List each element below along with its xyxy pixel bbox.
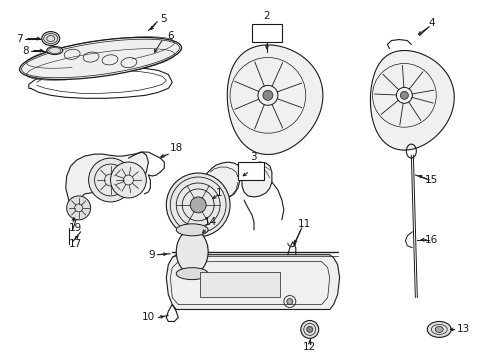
Text: 1: 1 (215, 188, 222, 198)
Text: 16: 16 (424, 235, 437, 245)
Ellipse shape (166, 173, 229, 237)
Polygon shape (203, 162, 240, 200)
Text: 15: 15 (424, 175, 437, 185)
Text: 18: 18 (169, 143, 183, 153)
Ellipse shape (400, 91, 407, 99)
Ellipse shape (300, 320, 318, 338)
Text: 14: 14 (203, 217, 216, 227)
Ellipse shape (41, 32, 60, 45)
Ellipse shape (306, 327, 312, 332)
Ellipse shape (190, 197, 206, 213)
Ellipse shape (47, 46, 62, 54)
Text: 7: 7 (16, 33, 23, 44)
Text: 6: 6 (166, 31, 173, 41)
Text: 2: 2 (263, 11, 270, 21)
Ellipse shape (110, 162, 146, 198)
Ellipse shape (427, 321, 450, 337)
Polygon shape (166, 255, 339, 310)
Ellipse shape (66, 196, 90, 220)
Ellipse shape (176, 224, 208, 236)
Text: 10: 10 (142, 312, 155, 323)
Polygon shape (242, 162, 271, 197)
Ellipse shape (20, 37, 181, 80)
Text: 5: 5 (160, 14, 166, 24)
Text: 13: 13 (456, 324, 469, 334)
Text: 12: 12 (303, 342, 316, 352)
Text: 4: 4 (427, 18, 434, 28)
Polygon shape (227, 45, 322, 154)
Polygon shape (370, 50, 453, 150)
Polygon shape (65, 152, 148, 210)
Ellipse shape (176, 230, 208, 274)
Bar (251, 24, 281, 41)
Ellipse shape (176, 268, 208, 280)
Bar (200, 272, 279, 297)
Ellipse shape (434, 327, 442, 332)
Text: 19: 19 (68, 223, 82, 233)
Text: 9: 9 (148, 250, 155, 260)
Ellipse shape (263, 90, 272, 100)
Text: 17: 17 (68, 239, 82, 249)
Ellipse shape (286, 298, 292, 305)
Text: 11: 11 (298, 219, 311, 229)
Bar (238, 162, 264, 180)
Text: 8: 8 (22, 45, 29, 55)
Text: 3: 3 (250, 152, 257, 162)
Ellipse shape (88, 158, 132, 202)
